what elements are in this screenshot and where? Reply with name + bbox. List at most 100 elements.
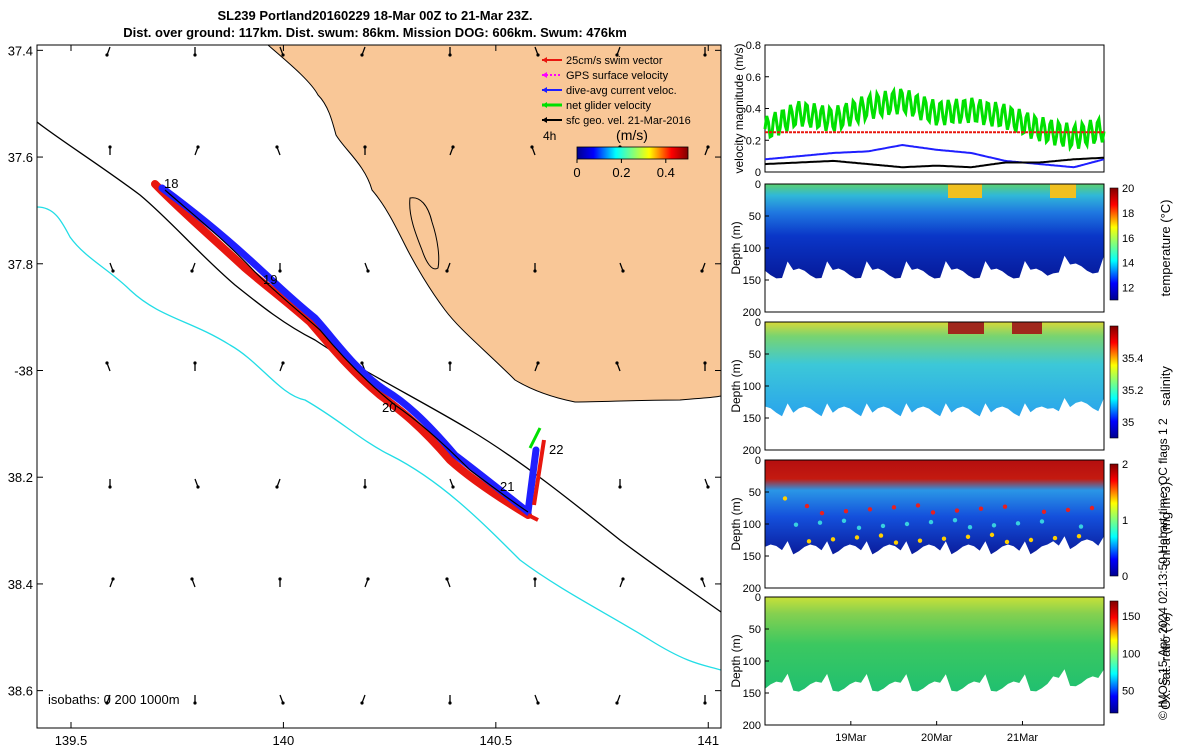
colorbar-side-label: 4h xyxy=(543,129,556,143)
geo-vector-arrow xyxy=(445,262,451,273)
geo-vector-arrow xyxy=(193,47,197,57)
day-label: 22 xyxy=(549,442,563,457)
geo-vector-arrow xyxy=(193,695,197,705)
depth-tick-label: 0 xyxy=(755,592,761,604)
velocity-series-line xyxy=(763,86,1106,153)
velocity-series-line xyxy=(764,156,1105,169)
depth-tick-label: 150 xyxy=(743,413,761,425)
geo-vector-arrow xyxy=(105,46,111,57)
depth-axis-label: Depth (m) xyxy=(729,221,743,274)
warm-patch xyxy=(1050,184,1076,198)
colorbar-label: chl-a (mg m-3) xyxy=(1158,482,1173,567)
depth-tick-label: 50 xyxy=(749,349,761,361)
geo-vector-arrow xyxy=(449,145,455,156)
colorbar-tick-label: 35 xyxy=(1122,417,1134,429)
vel-y-tick-label: 0.2 xyxy=(746,135,761,147)
y-tick-label: 38.6 xyxy=(8,684,33,699)
geo-vector-arrow xyxy=(534,46,540,57)
chl-sample-dot xyxy=(804,503,810,509)
depth-tick-label: 100 xyxy=(743,656,761,668)
geo-vector-arrow xyxy=(700,262,706,273)
panel-colorbar xyxy=(1109,325,1119,439)
legend-label: net glider velocity xyxy=(566,100,651,112)
geo-vector-arrow xyxy=(534,694,540,705)
y-tick-label: 38.4 xyxy=(8,577,33,592)
chl-sample-dot xyxy=(841,518,847,523)
geo-vector-arrow xyxy=(449,478,455,489)
profile-field xyxy=(765,322,1104,417)
track-red-swim xyxy=(151,180,532,519)
depth-axis-label: Depth (m) xyxy=(729,359,743,412)
chl-sample-dot xyxy=(952,517,958,523)
depth-tick-label: 150 xyxy=(743,275,761,287)
panel-colorbar xyxy=(1109,600,1119,714)
chl-sample-dot xyxy=(1065,507,1071,513)
depth-axis-label: Depth (m) xyxy=(729,497,743,550)
chl-sample-dot xyxy=(1039,519,1045,524)
legend-label: dive-avg current veloc. xyxy=(566,85,677,97)
legend-arrowhead xyxy=(542,72,547,78)
legend-arrowhead xyxy=(542,57,547,63)
map-y-axis: 37.4 37.6 37.8 -38 38.2 38.4 38.6 xyxy=(8,43,721,699)
depth-tick-label: 50 xyxy=(749,487,761,499)
chl-sample-dot xyxy=(782,496,788,501)
depth-tick-label: 50 xyxy=(749,624,761,636)
geo-vector-arrow xyxy=(703,695,707,705)
depth-tick-label: 100 xyxy=(743,243,761,255)
depth-tick-label: 200 xyxy=(743,445,761,457)
geo-vector-arrow xyxy=(533,263,537,273)
geo-vector-arrow xyxy=(279,361,285,372)
x-tick-label: 140 xyxy=(273,733,295,748)
time-tick-label: 21Mar xyxy=(1007,732,1039,744)
x-tick-label: 140.5 xyxy=(480,733,513,748)
chl-sample-dot xyxy=(1028,537,1034,543)
geo-vector-arrow xyxy=(194,478,200,489)
y-tick-label: -38 xyxy=(14,363,33,378)
chl-sample-dot xyxy=(878,533,884,538)
geo-vector-arrow xyxy=(360,46,366,57)
map-x-axis: 139.5 140 140.5 141 xyxy=(55,45,719,748)
geo-vector-arrow xyxy=(275,478,281,489)
depth-tick-label: 100 xyxy=(743,519,761,531)
colorbar-tick-label: 100 xyxy=(1122,648,1140,660)
colorbar-tick-label: 35.4 xyxy=(1122,353,1143,365)
depth-axis-label: Depth (m) xyxy=(729,634,743,687)
legend-arrowhead xyxy=(542,87,547,93)
depth-tick-label: 0 xyxy=(755,179,761,191)
colorbar-tick-label: 14 xyxy=(1122,258,1134,270)
chl-sample-dot xyxy=(1004,539,1010,545)
depth-tick-label: 150 xyxy=(743,551,761,563)
y-tick-label: 38.2 xyxy=(8,470,33,485)
isobath-1000m xyxy=(37,206,721,671)
geo-vector-arrow xyxy=(108,145,112,155)
geo-vector-arrow xyxy=(703,47,707,57)
geo-vector-arrow xyxy=(619,262,625,273)
legend-label: 25cm/s swim vector xyxy=(566,55,663,67)
profile-panel: 0 50 100 150 200 Depth (m) 2 1 0 chl-a (mg m-3) xyxy=(729,455,1173,595)
time-axis: 19Mar 20Mar 21Mar xyxy=(835,721,1038,744)
chl-sample-dot xyxy=(965,534,971,539)
legend-label: sfc geo. vel. 21-Mar-2016 xyxy=(566,115,691,127)
chl-sample-dot xyxy=(1052,535,1058,541)
velocity-series-line xyxy=(764,143,1105,169)
day-label: 21 xyxy=(500,479,514,494)
depth-tick-label: 0 xyxy=(755,317,761,329)
geo-vector-arrow xyxy=(360,694,366,705)
geo-vector-arrow xyxy=(534,361,540,372)
geo-vector-arrow xyxy=(278,263,282,273)
geo-vector-arrow xyxy=(109,577,115,588)
colorbar-tick-label: 0.4 xyxy=(657,165,675,180)
depth-tick-label: 150 xyxy=(743,688,761,700)
geo-vector-arrow xyxy=(364,262,370,273)
chl-sample-dot xyxy=(928,519,934,525)
glider-track xyxy=(151,180,546,522)
depth-tick-label: 50 xyxy=(749,211,761,223)
colorbar-tick-label: 16 xyxy=(1122,233,1134,245)
vel-y-tick-label: 0.6 xyxy=(746,72,761,84)
vel-y-tick-label: 0 xyxy=(755,167,761,179)
chl-sample-dot xyxy=(1041,509,1047,515)
map-panel: 139.5 140 140.5 141 37.4 37.6 37.8 -38 38.2 38.4… xyxy=(8,43,722,748)
